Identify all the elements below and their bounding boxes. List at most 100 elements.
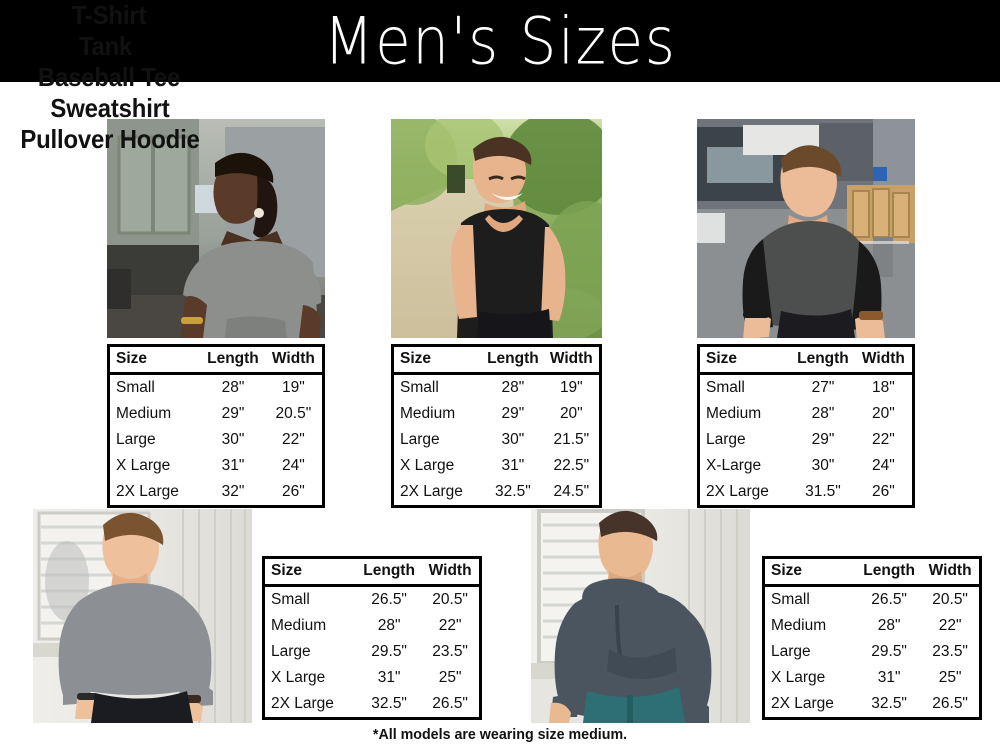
header-width: Width [264,347,322,375]
cell-width: 24.5" [553,483,590,500]
table-row: 2X Large 32" 26" [110,479,322,505]
header-length: Length [791,347,855,375]
cell-length: 28" [811,405,835,422]
cell-size: Large [271,643,311,660]
cell-size: X Large [271,669,326,686]
cell-length: 29.5" [371,643,407,660]
cell-length: 29" [811,431,835,448]
cell-width: 18" [872,379,895,396]
cell-width: 23.5" [932,643,968,660]
table-header-row: Size Length Width [110,347,322,375]
cell-length: 31" [501,457,525,474]
header-size: Size [700,347,792,375]
table-header-row: Size Length Width [394,347,599,375]
cell-size: X Large [400,457,455,474]
cell-size: 2X Large [706,483,769,500]
table-row: Large 30" 21.5" [394,427,599,453]
table-header-row: Size Length Width [765,559,979,587]
photo-sweatshirt [33,509,252,723]
table-header-row: Size Length Width [265,559,479,587]
header-size: Size [265,559,358,587]
cell-length: 29" [221,405,245,422]
cell-size: Small [706,379,745,396]
header-width: Width [921,559,979,587]
cell-size: X Large [771,669,826,686]
cell-length: 30" [221,431,245,448]
cell-length: 28" [501,379,525,396]
table-row: Large 29" 22" [700,427,912,453]
cell-width: 22" [938,617,962,634]
panel-title-tank: Tank [78,31,133,61]
cell-width: 26.5" [932,695,968,712]
cell-size: Large [400,431,440,448]
cell-length: 28" [877,617,901,634]
cell-size: X-Large [706,457,762,474]
cell-width: 20.5" [932,591,968,608]
table-row: Large 29.5" 23.5" [765,639,979,665]
header-length: Length [201,347,265,375]
cell-width: 26" [282,483,305,500]
cell-width: 24" [872,457,895,474]
cell-width: 22" [282,431,305,448]
cell-width: 20" [872,405,895,422]
cell-size: Small [116,379,155,396]
table-row: X Large 31" 22.5" [394,453,599,479]
cell-width: 26" [872,483,895,500]
cell-width: 20.5" [432,591,468,608]
cell-size: 2X Large [271,695,334,712]
header-size: Size [394,347,483,375]
cell-width: 19" [282,379,305,396]
size-table-baseball-tee: Size Length Width Small 27" 18" Medium 2… [697,344,915,508]
panel-title-tshirt: T-Shirt [71,0,147,30]
sweatshirt-photo-art [33,509,252,723]
cell-size: Medium [116,405,172,422]
cell-size: Small [400,379,439,396]
header-width: Width [543,347,599,375]
cell-length: 26.5" [871,591,907,608]
cell-length: 32.5" [495,483,531,500]
cell-length: 30" [501,431,525,448]
cell-length: 31.5" [805,483,841,500]
size-table-tank: Size Length Width Small 28" 19" Medium 2… [391,344,602,508]
table-row: 2X Large 31.5" 26" [700,479,912,505]
cell-size: Medium [271,617,327,634]
pullover-hoodie-photo-art [531,509,750,723]
cell-length: 27" [811,379,835,396]
cell-size: 2X Large [116,483,179,500]
cell-length: 28" [221,379,245,396]
cell-width: 22.5" [553,457,590,474]
cell-width: 25" [438,669,462,686]
photo-baseball-tee [697,119,915,338]
size-table-pullover-hoodie: Size Length Width Small 26.5" 20.5" Medi… [762,556,982,720]
cell-width: 22" [438,617,462,634]
header-size: Size [110,347,202,375]
panel-title-pullover-hoodie: Pullover Hoodie [20,124,200,154]
cell-width: 23.5" [432,643,468,660]
header-banner: Men's Sizes [0,0,1000,82]
table-row: X Large 31" 25" [265,665,479,691]
size-table-sweatshirt: Size Length Width Small 26.5" 20.5" Medi… [262,556,482,720]
baseball-tee-photo-art [697,119,915,338]
cell-size: 2X Large [400,483,463,500]
photo-tshirt [107,119,325,338]
cell-width: 25" [938,669,962,686]
cell-length: 32" [221,483,245,500]
table-row: 2X Large 32.5" 26.5" [265,691,479,717]
table-row: 2X Large 32.5" 26.5" [765,691,979,717]
header-width: Width [854,347,912,375]
header-size: Size [765,559,858,587]
cell-length: 32.5" [371,695,407,712]
header-width: Width [421,559,479,587]
cell-width: 20.5" [275,405,312,422]
cell-size: 2X Large [771,695,834,712]
tshirt-photo-art [107,119,325,338]
photo-tank [391,119,602,338]
table-row: Medium 29" 20" [394,401,599,427]
table-row: Medium 28" 22" [265,613,479,639]
table-row: Small 28" 19" [394,374,599,402]
table-row: Small 26.5" 20.5" [765,586,979,614]
tank-photo-art [391,119,602,338]
cell-width: 22" [872,431,895,448]
header-length: Length [857,559,922,587]
